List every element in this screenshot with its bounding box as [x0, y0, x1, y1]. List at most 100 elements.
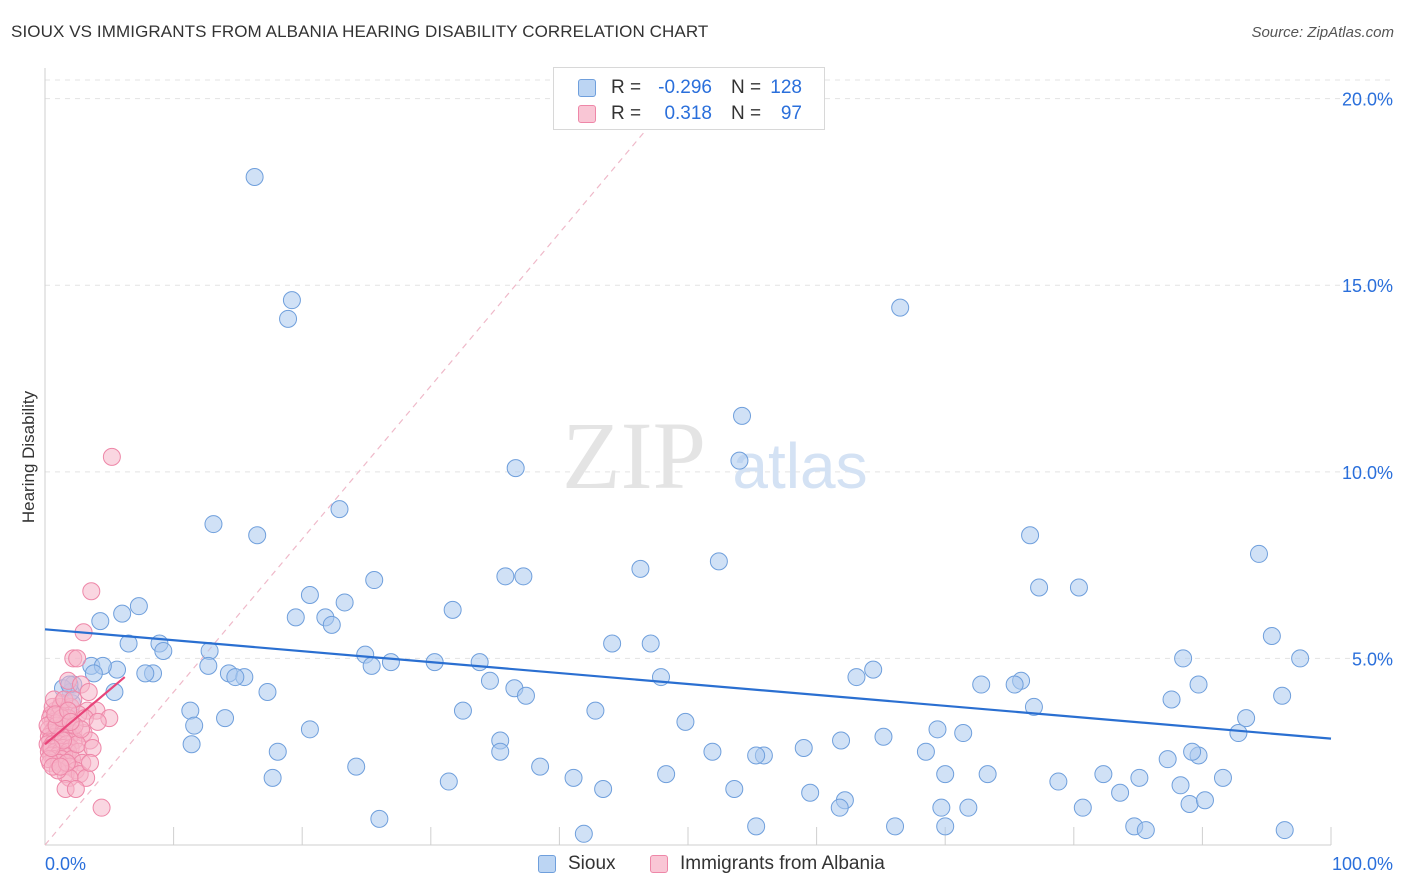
sioux-point: [154, 641, 173, 660]
y-tick-label: 15.0%: [1342, 276, 1393, 296]
sioux-point: [1111, 783, 1130, 802]
sioux-point: [709, 552, 728, 571]
sioux-point: [200, 641, 219, 660]
sioux-point: [1189, 675, 1208, 694]
sioux-point: [531, 757, 550, 776]
sioux-point: [1130, 768, 1149, 787]
albania-point: [102, 447, 121, 466]
sioux-point: [514, 567, 533, 586]
trend-lines: [44, 628, 1332, 746]
sioux-point: [1249, 544, 1268, 563]
sioux-point: [453, 701, 472, 720]
sioux-point: [381, 653, 400, 672]
sioux-point: [282, 291, 301, 310]
sioux-point: [747, 746, 766, 765]
sioux-point: [747, 817, 766, 836]
sioux-point: [972, 675, 991, 694]
albania-point: [42, 738, 61, 757]
sioux-point: [1273, 686, 1292, 705]
legend-label-sioux: Sioux: [568, 853, 616, 874]
sioux-point: [182, 735, 201, 754]
albania-point: [81, 753, 100, 772]
watermark-atlas: atlas: [732, 430, 867, 502]
y-tick-label: 5.0%: [1352, 649, 1393, 669]
sioux-point: [1049, 772, 1068, 791]
sioux-trend-line: [44, 628, 1332, 740]
sioux-point: [864, 660, 883, 679]
albania-legend-swatch: [650, 855, 668, 873]
sioux-point: [91, 612, 110, 631]
sioux-point: [1158, 750, 1177, 769]
sioux-point: [657, 765, 676, 784]
sioux-point: [574, 824, 593, 843]
correlation-legend: R = -0.296 N = 128 R = 0.318 N = 97: [553, 67, 825, 130]
n-label: N =: [731, 103, 762, 124]
sioux-point: [136, 664, 155, 683]
sioux-point: [832, 731, 851, 750]
sioux-point: [1180, 794, 1199, 813]
sioux-point: [204, 515, 223, 534]
sioux-point: [847, 668, 866, 687]
tick-labels: 5.0% 10.0% 15.0% 20.0% 0.0% 100.0%: [45, 90, 1393, 874]
sioux-point: [874, 727, 893, 746]
r-label: R =: [611, 103, 642, 124]
sioux-point: [928, 720, 947, 739]
sioux-point: [268, 742, 287, 761]
sioux-point: [1073, 798, 1092, 817]
sioux-point: [129, 597, 148, 616]
legend-item-albania[interactable]: Immigrants from Albania: [650, 853, 885, 875]
sioux-point: [603, 634, 622, 653]
legend-label-albania: Immigrants from Albania: [680, 853, 885, 874]
sioux-point: [936, 765, 955, 784]
sioux-point: [300, 720, 319, 739]
albania-point: [68, 649, 87, 668]
sioux-point: [932, 798, 951, 817]
diagonal-reference-line: [44, 79, 689, 846]
sioux-point: [216, 709, 235, 728]
sioux-point: [506, 459, 525, 478]
albania-point: [51, 757, 70, 776]
grid-lines: [45, 79, 1393, 659]
sioux-swatch: [578, 79, 596, 97]
legend-item-sioux[interactable]: Sioux: [538, 853, 616, 875]
correlation-row-albania: R = 0.318 N = 97: [554, 100, 824, 126]
watermark-zip: ZIP: [562, 402, 706, 509]
albania-point: [83, 738, 102, 757]
sioux-point: [443, 600, 462, 619]
sioux-point: [886, 817, 905, 836]
sioux-point: [1030, 578, 1049, 597]
y-tick-label: 20.0%: [1342, 90, 1393, 110]
sioux-point: [279, 309, 298, 328]
albania-point: [88, 712, 107, 731]
albania-point: [92, 798, 111, 817]
sioux-legend-swatch: [538, 855, 556, 873]
sioux-point: [733, 406, 752, 425]
n-value: 128: [770, 77, 802, 98]
n-label: N =: [731, 77, 762, 98]
y-axis-label: Hearing Disability: [19, 390, 38, 523]
sioux-point: [730, 451, 749, 470]
sioux-point: [1213, 768, 1232, 787]
sioux-point: [594, 780, 613, 799]
sioux-point: [1094, 765, 1113, 784]
sioux-point: [564, 768, 583, 787]
sioux-point: [199, 656, 218, 675]
albania-point: [66, 780, 85, 799]
correlation-row-sioux: R = -0.296 N = 128: [554, 74, 824, 100]
sioux-point: [362, 656, 381, 675]
sioux-point: [1237, 709, 1256, 728]
sioux-point: [113, 604, 132, 623]
sioux-point: [725, 780, 744, 799]
sioux-point: [491, 742, 510, 761]
albania-point: [79, 683, 98, 701]
albania-swatch: [578, 105, 596, 123]
albania-trend-line: [44, 676, 126, 746]
sioux-point: [794, 738, 813, 757]
sioux-point: [1005, 675, 1024, 694]
sioux-point: [1162, 690, 1181, 709]
sioux-point: [1024, 697, 1043, 716]
x-tick-label: 0.0%: [45, 854, 86, 874]
r-label: R =: [611, 77, 642, 98]
r-value: -0.296: [658, 77, 712, 98]
